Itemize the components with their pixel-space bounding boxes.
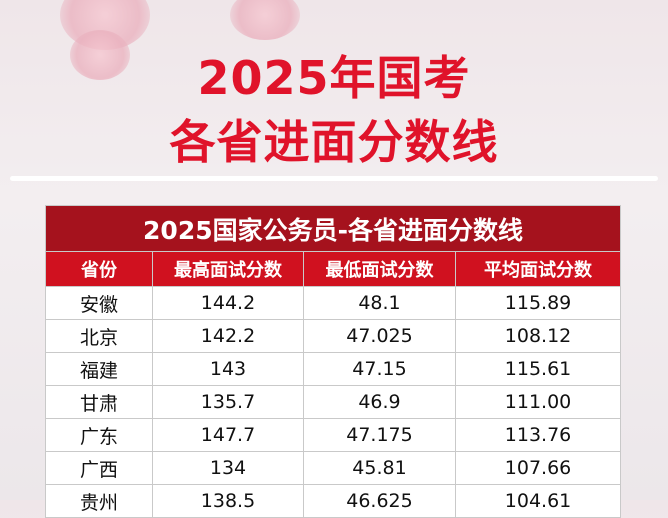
table-cell: 144.2 bbox=[152, 286, 304, 320]
table-cell: 北京 bbox=[45, 319, 153, 353]
table-cell: 135.7 bbox=[152, 385, 304, 419]
table-cell: 广西 bbox=[45, 451, 153, 485]
column-header: 平均面试分数 bbox=[454, 251, 622, 287]
table-cell: 104.61 bbox=[454, 484, 622, 518]
table-cell: 111.00 bbox=[454, 385, 622, 419]
table-cell: 147.7 bbox=[152, 418, 304, 452]
table-cell: 108.12 bbox=[454, 319, 622, 353]
table-row: 甘肃 135.7 46.9 111.00 bbox=[45, 385, 622, 419]
title-line: 2025年国考 bbox=[197, 51, 471, 105]
table-cell: 134 bbox=[152, 451, 304, 485]
table-row: 福建 143 47.15 115.61 bbox=[45, 352, 622, 386]
table-cell: 107.66 bbox=[454, 451, 622, 485]
table-cell: 46.9 bbox=[303, 385, 456, 419]
table-cell: 47.175 bbox=[303, 418, 456, 452]
table-cell: 福建 bbox=[45, 352, 153, 386]
table-cell: 47.15 bbox=[303, 352, 456, 386]
score-table: 2025国家公务员-各省进面分数线 省份 最高面试分数 最低面试分数 平均面试分数 安徽… bbox=[44, 205, 622, 518]
table-cell: 113.76 bbox=[454, 418, 622, 452]
table-title: 2025国家公务员-各省进面分数线 bbox=[44, 205, 622, 252]
table-row: 广东 147.7 47.175 113.76 bbox=[45, 418, 622, 452]
table-cell: 贵州 bbox=[45, 484, 153, 518]
column-header: 最低面试分数 bbox=[303, 251, 456, 287]
header-row: 省份 最高面试分数 最低面试分数 平均面试分数 bbox=[45, 251, 622, 287]
table-cell: 138.5 bbox=[152, 484, 304, 518]
table-row: 北京 142.2 47.025 108.12 bbox=[45, 319, 622, 353]
table-cell: 47.025 bbox=[303, 319, 456, 353]
table-cell: 48.1 bbox=[303, 286, 456, 320]
table-cell: 142.2 bbox=[152, 319, 304, 353]
table-cell: 安徽 bbox=[45, 286, 153, 320]
table-cell: 115.61 bbox=[454, 352, 622, 386]
column-header: 最高面试分数 bbox=[152, 251, 304, 287]
table-cell: 143 bbox=[152, 352, 304, 386]
flower-decoration bbox=[230, 0, 300, 40]
flower-decoration bbox=[70, 30, 130, 80]
title-line: 各省进面分数线 bbox=[169, 115, 499, 169]
table-cell: 46.625 bbox=[303, 484, 456, 518]
table-cell: 45.81 bbox=[303, 451, 456, 485]
divider bbox=[10, 176, 658, 181]
table-row: 广西 134 45.81 107.66 bbox=[45, 451, 622, 485]
table-row: 贵州 138.5 46.625 104.61 bbox=[45, 484, 622, 518]
table-cell: 广东 bbox=[45, 418, 153, 452]
table-cell: 甘肃 bbox=[45, 385, 153, 419]
table-row: 安徽 144.2 48.1 115.89 bbox=[45, 286, 622, 320]
column-header: 省份 bbox=[45, 251, 153, 287]
table-cell: 115.89 bbox=[454, 286, 622, 320]
